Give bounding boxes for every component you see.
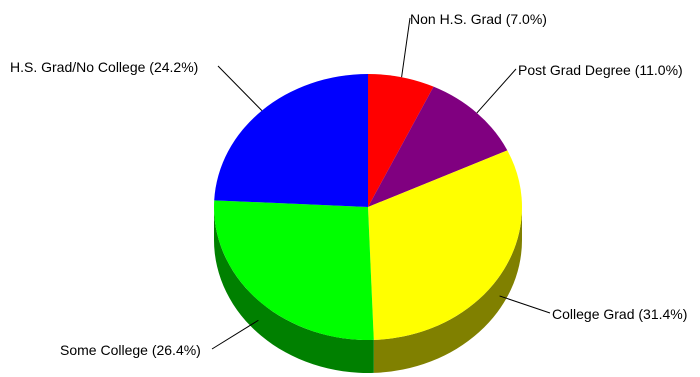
slice-label-non-h-s-grad: Non H.S. Grad (7.0%) — [410, 11, 547, 27]
pie-top — [213, 74, 522, 340]
leader-line-college-grad — [499, 295, 551, 314]
slice-label-some-college: Some College (26.4%) — [60, 342, 201, 358]
leader-line-some-college — [211, 319, 259, 350]
pie-slice-college-grad — [368, 150, 522, 340]
leader-line-non-h-s-grad — [401, 17, 411, 78]
slice-label-h-s-grad-no-college: H.S. Grad/No College (24.2%) — [10, 59, 198, 75]
pie-slice-post-grad-degree — [368, 86, 508, 207]
pie-slice-non-h-s-grad — [368, 74, 434, 207]
leader-line-post-grad-degree — [476, 68, 517, 114]
pie-depth — [214, 207, 522, 373]
slice-labels: Non H.S. Grad (7.0%) Post Grad Degree (11… — [10, 11, 687, 358]
pie-slice-some-college — [213, 200, 374, 340]
leader-lines — [211, 17, 551, 350]
slice-label-college-grad: College Grad (31.4%) — [552, 306, 687, 322]
leader-line-h-s-grad-no-college — [217, 65, 263, 111]
pie-side-some-college — [214, 207, 374, 373]
slice-label-post-grad-degree: Post Grad Degree (11.0%) — [518, 62, 683, 78]
pie-slice-h-s-grad-no-college — [214, 74, 368, 207]
pie-side-college-grad — [373, 207, 522, 373]
